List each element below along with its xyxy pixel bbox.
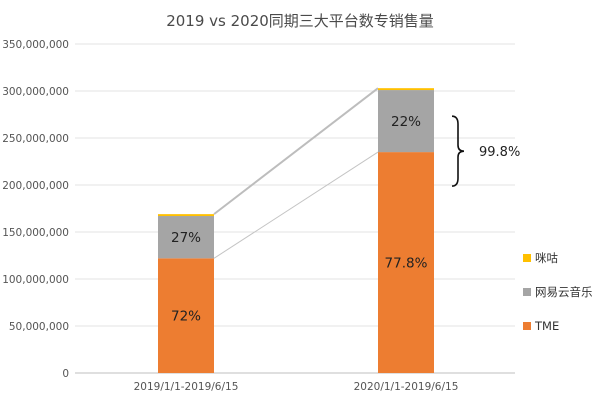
- segment-labels: 72% 27% 77.8% 22%: [171, 114, 428, 325]
- chart-title: 2019 vs 2020同期三大平台数专销售量: [166, 12, 434, 30]
- y-tick-label: 0: [62, 368, 69, 380]
- x-axis: 2019/1/1-2019/6/15 2020/1/1-2019/6/15: [134, 381, 459, 393]
- legend-label: 咪咕: [535, 251, 558, 265]
- legend-swatch: [523, 322, 531, 330]
- y-tick-label: 350,000,000: [2, 39, 69, 51]
- growth-brace: 99.8%: [451, 115, 520, 187]
- legend-label: 网易云音乐: [535, 285, 593, 299]
- y-tick-label: 100,000,000: [2, 274, 69, 286]
- bar-segment: [158, 258, 214, 373]
- y-tick-label: 50,000,000: [9, 321, 69, 333]
- legend-label: TME: [534, 319, 559, 333]
- y-tick-label: 200,000,000: [2, 180, 69, 192]
- bar-segment: [378, 90, 434, 153]
- legend-swatch: [523, 288, 531, 296]
- segment-label: 77.8%: [385, 256, 428, 272]
- connector-lines: [213, 87, 379, 259]
- connector-line-total: [213, 87, 379, 215]
- x-category-label: 2020/1/1-2019/6/15: [354, 381, 459, 393]
- legend-swatch: [523, 254, 531, 262]
- connector-line-tme: [213, 151, 379, 259]
- bars: [158, 88, 434, 373]
- bar-segment: [378, 152, 434, 373]
- bar-segment: [158, 216, 214, 259]
- segment-label: 22%: [391, 114, 421, 130]
- gridlines: [75, 43, 515, 374]
- y-axis: 0 50,000,000 100,000,000 150,000,000 200,000…: [2, 39, 69, 380]
- brace-icon: [451, 115, 465, 187]
- bar-segment: [158, 214, 214, 217]
- y-tick-label: 150,000,000: [2, 227, 69, 239]
- segment-label: 27%: [171, 230, 201, 246]
- bar-segment: [378, 88, 434, 91]
- segment-label: 72%: [171, 309, 201, 325]
- y-tick-label: 250,000,000: [2, 133, 69, 145]
- x-category-label: 2019/1/1-2019/6/15: [134, 381, 239, 393]
- growth-annotation: 99.8%: [479, 145, 520, 160]
- y-tick-label: 300,000,000: [2, 86, 69, 98]
